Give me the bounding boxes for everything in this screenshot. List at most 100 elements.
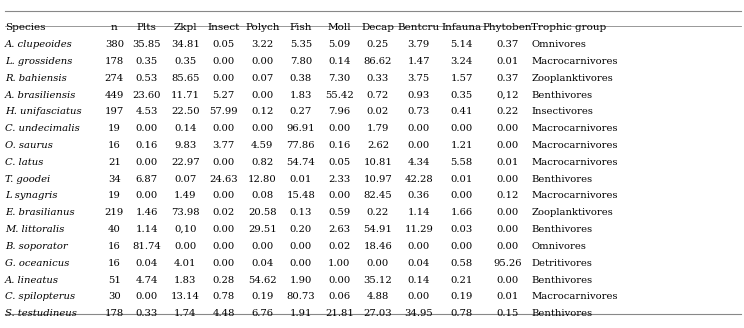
Text: 0.22: 0.22 [496, 107, 519, 116]
Text: H. unifasciatus: H. unifasciatus [5, 107, 82, 116]
Text: 1.14: 1.14 [408, 208, 430, 217]
Text: 0.00: 0.00 [328, 192, 350, 200]
Text: R. bahiensis: R. bahiensis [5, 74, 67, 83]
Text: 34.81: 34.81 [171, 40, 199, 49]
Text: 0.19: 0.19 [451, 292, 473, 301]
Text: 5.27: 5.27 [213, 91, 235, 99]
Text: 0.00: 0.00 [496, 124, 519, 133]
Text: 22.50: 22.50 [171, 107, 199, 116]
Text: 1.00: 1.00 [328, 259, 350, 268]
Text: Benthivores: Benthivores [531, 91, 592, 99]
Text: 0.00: 0.00 [451, 192, 473, 200]
Text: 3.79: 3.79 [408, 40, 430, 49]
Text: 15.48: 15.48 [286, 192, 315, 200]
Text: 4.01: 4.01 [174, 259, 196, 268]
Text: 0.20: 0.20 [289, 225, 312, 234]
Text: 42.28: 42.28 [404, 174, 433, 184]
Text: Insect: Insect [208, 23, 240, 31]
Text: 0.73: 0.73 [408, 107, 430, 116]
Text: 0.72: 0.72 [367, 91, 389, 99]
Text: C. latus: C. latus [5, 158, 43, 167]
Text: 2.62: 2.62 [367, 141, 389, 150]
Text: 0.33: 0.33 [135, 309, 158, 318]
Text: E. brasilianus: E. brasilianus [5, 208, 74, 217]
Text: 0.25: 0.25 [367, 40, 389, 49]
Text: 0.00: 0.00 [213, 225, 235, 234]
Text: 0.19: 0.19 [251, 292, 274, 301]
Text: L. grossidens: L. grossidens [5, 57, 72, 66]
Text: Macrocarnivores: Macrocarnivores [531, 141, 618, 150]
Text: 0.00: 0.00 [496, 174, 519, 184]
Text: 16: 16 [108, 242, 121, 251]
Text: 30: 30 [108, 292, 121, 301]
Text: 0.35: 0.35 [174, 57, 196, 66]
Text: 19: 19 [108, 124, 121, 133]
Text: 23.60: 23.60 [132, 91, 161, 99]
Text: 0.13: 0.13 [289, 208, 312, 217]
Text: 380: 380 [105, 40, 124, 49]
Text: 40: 40 [108, 225, 121, 234]
Text: 35.12: 35.12 [364, 276, 392, 284]
Text: M. littoralis: M. littoralis [5, 225, 65, 234]
Text: 54.91: 54.91 [364, 225, 392, 234]
Text: C. undecimalis: C. undecimalis [5, 124, 80, 133]
Text: Omnivores: Omnivores [531, 242, 586, 251]
Text: 0.05: 0.05 [328, 158, 350, 167]
Text: 0.00: 0.00 [367, 259, 389, 268]
Text: 19: 19 [108, 192, 121, 200]
Text: 0,10: 0,10 [174, 225, 196, 234]
Text: 0.02: 0.02 [367, 107, 389, 116]
Text: 51: 51 [108, 276, 121, 284]
Text: C. spilopterus: C. spilopterus [5, 292, 75, 301]
Text: A. clupeoides: A. clupeoides [5, 40, 73, 49]
Text: 82.45: 82.45 [364, 192, 392, 200]
Text: 0.00: 0.00 [135, 158, 158, 167]
Text: 0.00: 0.00 [213, 259, 235, 268]
Text: 0.00: 0.00 [251, 57, 274, 66]
Text: 11.29: 11.29 [404, 225, 433, 234]
Text: 6.87: 6.87 [135, 174, 158, 184]
Text: Plts: Plts [137, 23, 156, 31]
Text: 5.14: 5.14 [450, 40, 473, 49]
Text: 55.42: 55.42 [325, 91, 353, 99]
Text: 0.33: 0.33 [367, 74, 389, 83]
Text: 1.66: 1.66 [451, 208, 472, 217]
Text: 274: 274 [105, 74, 124, 83]
Text: 1.57: 1.57 [451, 74, 473, 83]
Text: 0.00: 0.00 [496, 208, 519, 217]
Text: 10.81: 10.81 [364, 158, 392, 167]
Text: 2.33: 2.33 [328, 174, 350, 184]
Text: 1.46: 1.46 [135, 208, 158, 217]
Text: 0.00: 0.00 [135, 124, 158, 133]
Text: 0.01: 0.01 [496, 292, 519, 301]
Text: 0.00: 0.00 [135, 192, 158, 200]
Text: 27.03: 27.03 [364, 309, 392, 318]
Text: 0.53: 0.53 [135, 74, 158, 83]
Text: 0.38: 0.38 [289, 74, 312, 83]
Text: 0.00: 0.00 [496, 276, 519, 284]
Text: Detritivores: Detritivores [531, 259, 592, 268]
Text: 0.07: 0.07 [251, 74, 274, 83]
Text: Macrocarnivores: Macrocarnivores [531, 158, 618, 167]
Text: 197: 197 [105, 107, 124, 116]
Text: 0.59: 0.59 [328, 208, 350, 217]
Text: 16: 16 [108, 141, 121, 150]
Text: 0.03: 0.03 [451, 225, 473, 234]
Text: 0.00: 0.00 [213, 74, 235, 83]
Text: 0.00: 0.00 [174, 242, 196, 251]
Text: 0.00: 0.00 [328, 276, 350, 284]
Text: Polych: Polych [245, 23, 280, 31]
Text: 0.12: 0.12 [251, 107, 274, 116]
Text: 1.14: 1.14 [135, 225, 158, 234]
Text: 0.00: 0.00 [135, 292, 158, 301]
Text: 0.22: 0.22 [367, 208, 389, 217]
Text: 0.37: 0.37 [496, 74, 519, 83]
Text: 21.81: 21.81 [325, 309, 354, 318]
Text: 0.16: 0.16 [328, 141, 350, 150]
Text: 5.09: 5.09 [328, 40, 350, 49]
Text: 0.00: 0.00 [328, 124, 350, 133]
Text: S. testudineus: S. testudineus [5, 309, 77, 318]
Text: 81.74: 81.74 [132, 242, 161, 251]
Text: 3.22: 3.22 [251, 40, 274, 49]
Text: Trophic group: Trophic group [531, 23, 606, 31]
